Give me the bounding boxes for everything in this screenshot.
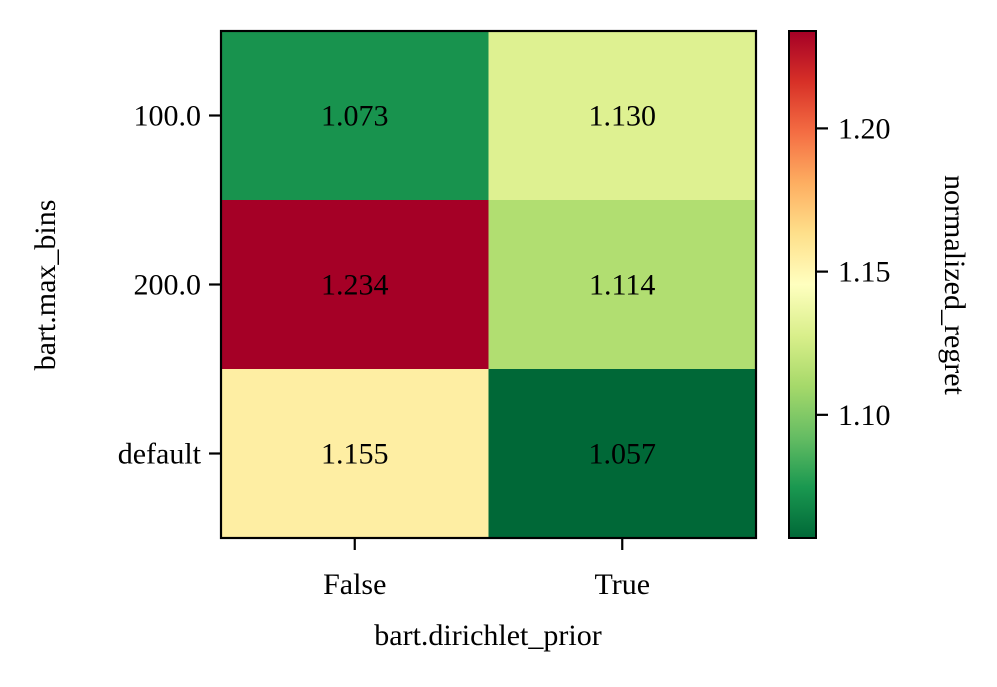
colorbar-ticks: 1.10 1.15 1.20 — [816, 112, 891, 432]
x-tick-label: False — [323, 568, 386, 601]
y-axis-title: bart.max_bins — [29, 200, 62, 371]
cell-value-label: 1.073 — [321, 100, 389, 133]
cell-value-label: 1.155 — [321, 438, 389, 471]
x-axis-title: bart.dirichlet_prior — [374, 619, 601, 652]
colorbar-tick-label: 1.10 — [838, 399, 891, 432]
heatmap-cell — [221, 369, 489, 539]
colorbar-tick-label: 1.20 — [838, 112, 891, 145]
y-tick-label: 100.0 — [134, 100, 202, 133]
colorbar — [788, 30, 817, 539]
cell-value-label: 1.130 — [589, 100, 657, 133]
y-axis-ticks: 100.0 200.0 default — [118, 100, 221, 471]
cell-value-label: 1.057 — [589, 438, 657, 471]
x-tick-label: True — [594, 568, 650, 601]
heatmap-cell — [488, 200, 757, 370]
x-axis-ticks: False True — [323, 538, 650, 601]
y-tick-label: 200.0 — [134, 269, 202, 302]
colorbar-title: normalized_regret — [938, 175, 971, 396]
heatmap-cells: 1.073 1.130 1.234 1.114 1.155 1.057 — [221, 31, 757, 539]
colorbar-tick-label: 1.15 — [838, 256, 891, 289]
heatmap-cell — [221, 200, 489, 370]
cell-value-label: 1.234 — [321, 269, 389, 302]
cell-value-label: 1.114 — [589, 269, 655, 302]
heatmap-cell — [488, 31, 757, 201]
heatmap-cell — [221, 31, 489, 201]
heatmap-cell — [488, 369, 757, 539]
y-tick-label: default — [118, 438, 202, 471]
